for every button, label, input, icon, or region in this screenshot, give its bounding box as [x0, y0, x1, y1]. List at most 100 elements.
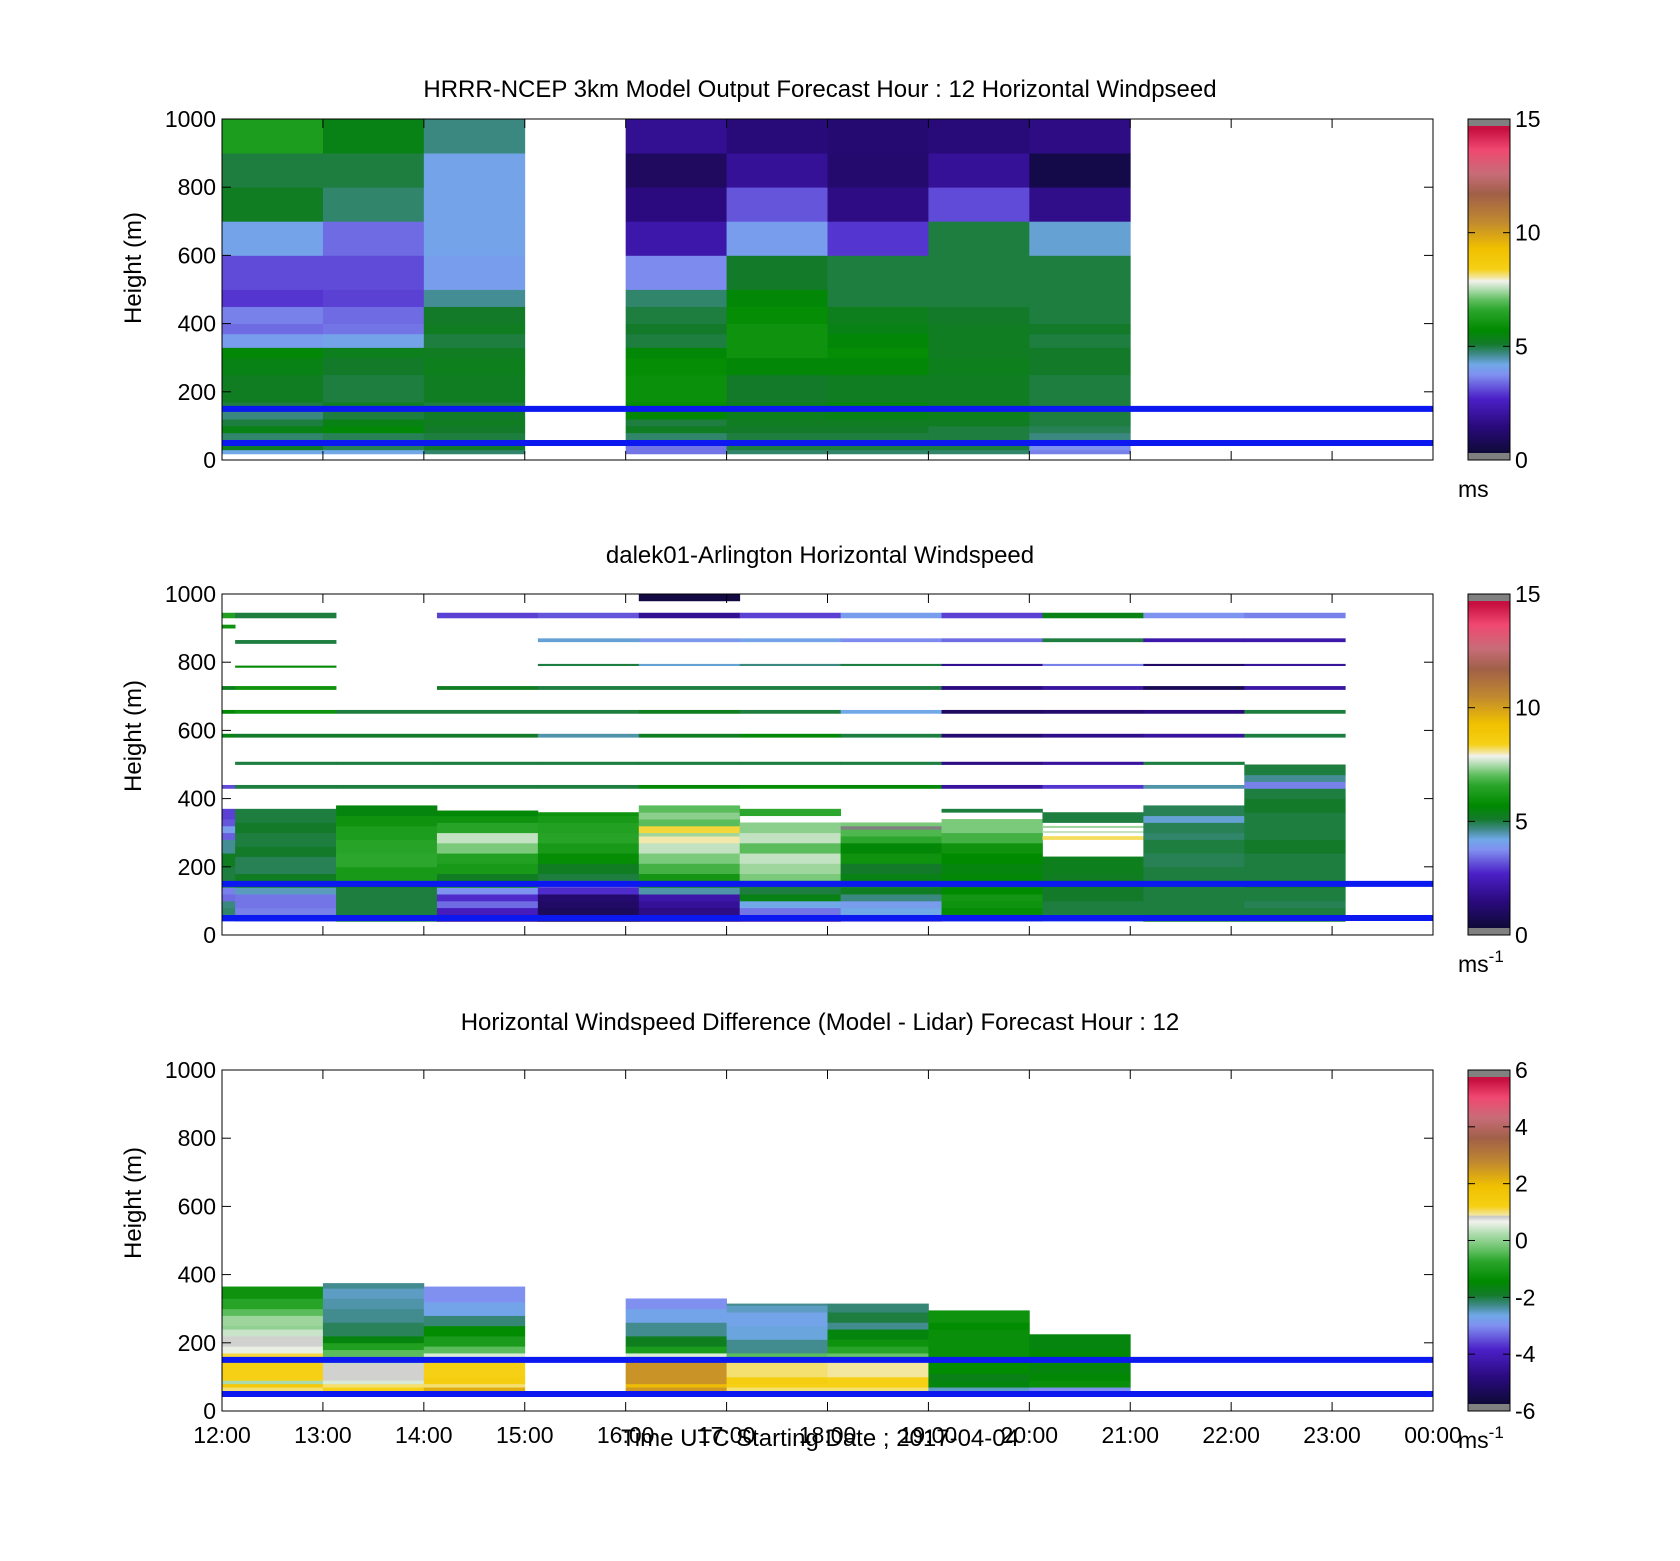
heatmap-cell: [840, 709, 942, 714]
heatmap-cell: [1143, 663, 1245, 667]
heatmap-cell: [322, 1283, 425, 1289]
heatmap-cell: [827, 419, 929, 427]
heatmap-cell: [423, 357, 526, 376]
heatmap-cell: [625, 1322, 727, 1337]
heatmap-cell: [726, 374, 828, 403]
heatmap-cell: [1244, 907, 1346, 915]
heatmap-cell: [222, 894, 236, 902]
heatmap-cell: [537, 663, 640, 667]
heatmap-cell: [537, 638, 640, 643]
heatmap-cell: [1143, 815, 1245, 823]
heatmap-cell: [1244, 733, 1346, 738]
heatmap-cell: [537, 887, 640, 895]
heatmap-cell: [638, 842, 741, 854]
heatmap-cell: [222, 306, 324, 324]
heatmap-cell: [1029, 1373, 1131, 1381]
heatmap-cell: [336, 839, 438, 854]
heatmap-cell: [941, 612, 1043, 619]
heatmap-cell: [726, 119, 828, 154]
heatmap-cell: [1143, 709, 1245, 714]
heatmap-cell: [739, 663, 842, 667]
heatmap-cell: [235, 761, 337, 765]
heatmap-cell: [1042, 761, 1144, 765]
heatmap-cell: [726, 333, 828, 348]
heatmap-cell: [1042, 686, 1144, 690]
heatmap-cell: [222, 187, 324, 222]
heatmap-cell: [235, 887, 337, 895]
heatmap-cell: [941, 853, 1043, 864]
y-tick-label: 200: [178, 854, 216, 880]
heatmap-cell: [336, 815, 438, 827]
heatmap-cell: [840, 829, 942, 837]
heatmap-cell: [423, 323, 526, 335]
heatmap-cell: [827, 1312, 929, 1323]
heatmap-cell: [726, 419, 828, 427]
heatmap-cell: [423, 432, 526, 444]
heatmap-cell: [739, 808, 842, 817]
panel-model-ylabel: Height (m): [120, 212, 147, 324]
heatmap-cell: [928, 347, 1030, 359]
heatmap-cell: [625, 425, 727, 434]
heatmap-cell: [436, 686, 539, 690]
heatmap-cell: [928, 425, 1030, 434]
heatmap-cell: [322, 1349, 425, 1357]
heatmap-cell: [941, 784, 1043, 789]
heatmap-cell: [222, 347, 324, 359]
heatmap-cell: [726, 408, 828, 420]
x-tick-label: 12:00: [193, 1422, 251, 1448]
heatmap-cell: [235, 612, 337, 619]
heatmap-cell: [638, 894, 741, 902]
heatmap-cell: [537, 832, 640, 844]
heatmap-cell: [840, 686, 942, 690]
heatmap-cell: [739, 709, 842, 714]
heatmap-cell: [423, 347, 526, 359]
heatmap-cell: [941, 638, 1043, 643]
heatmap-cell: [928, 221, 1030, 256]
heatmap-cell: [222, 153, 324, 188]
heatmap-cell: [1143, 887, 1245, 895]
heatmap-cell: [827, 1359, 929, 1378]
heatmap-cell: [638, 825, 741, 834]
heatmap-cell: [322, 333, 425, 348]
heatmap-cell: [840, 836, 942, 844]
heatmap-cell: [638, 709, 741, 714]
heatmap-cell: [1029, 255, 1131, 290]
heatmap-cell: [827, 1322, 929, 1330]
heatmap-cell: [423, 425, 526, 434]
heatmap-cell: [423, 1301, 526, 1316]
heatmap-cell: [840, 907, 942, 915]
heatmap-cell: [537, 842, 640, 854]
heatmap-cell: [322, 419, 425, 427]
heatmap-cell: [1143, 686, 1245, 690]
heatmap-cell: [625, 408, 727, 420]
heatmap-cell: [222, 624, 236, 629]
heatmap-cell: [827, 153, 929, 188]
heatmap-cell: [625, 1387, 727, 1395]
heatmap-cell: [827, 1383, 929, 1388]
heatmap-cell: [928, 357, 1030, 376]
heatmap-cell: [1244, 853, 1346, 868]
heatmap-cell: [1244, 774, 1346, 782]
heatmap-cell: [222, 1387, 324, 1395]
heatmap-cell: [423, 333, 526, 348]
x-tick-label: 13:00: [294, 1422, 352, 1448]
colorbar-tick-label: 10: [1515, 220, 1541, 246]
heatmap-cell: [222, 887, 236, 895]
heatmap-cell: [625, 1376, 727, 1385]
heatmap-cell: [827, 1346, 929, 1354]
heatmap-cell: [423, 1335, 526, 1347]
heatmap-cell: [739, 900, 842, 909]
heatmap-cell: [941, 842, 1043, 854]
heatmap-cell: [840, 784, 942, 789]
heatmap-cell: [336, 761, 438, 765]
colorbar-tick-label: 0: [1515, 922, 1528, 948]
heatmap-cell: [928, 1310, 1030, 1323]
heatmap-cell: [537, 822, 640, 834]
x-tick-label: 23:00: [1303, 1422, 1361, 1448]
heatmap-cell: [1029, 1359, 1131, 1374]
heatmap-cell: [436, 784, 539, 789]
y-tick-label: 600: [178, 717, 216, 743]
heatmap-cell: [638, 863, 741, 875]
heatmap-cell: [928, 408, 1030, 420]
heatmap-cell: [322, 1322, 425, 1337]
